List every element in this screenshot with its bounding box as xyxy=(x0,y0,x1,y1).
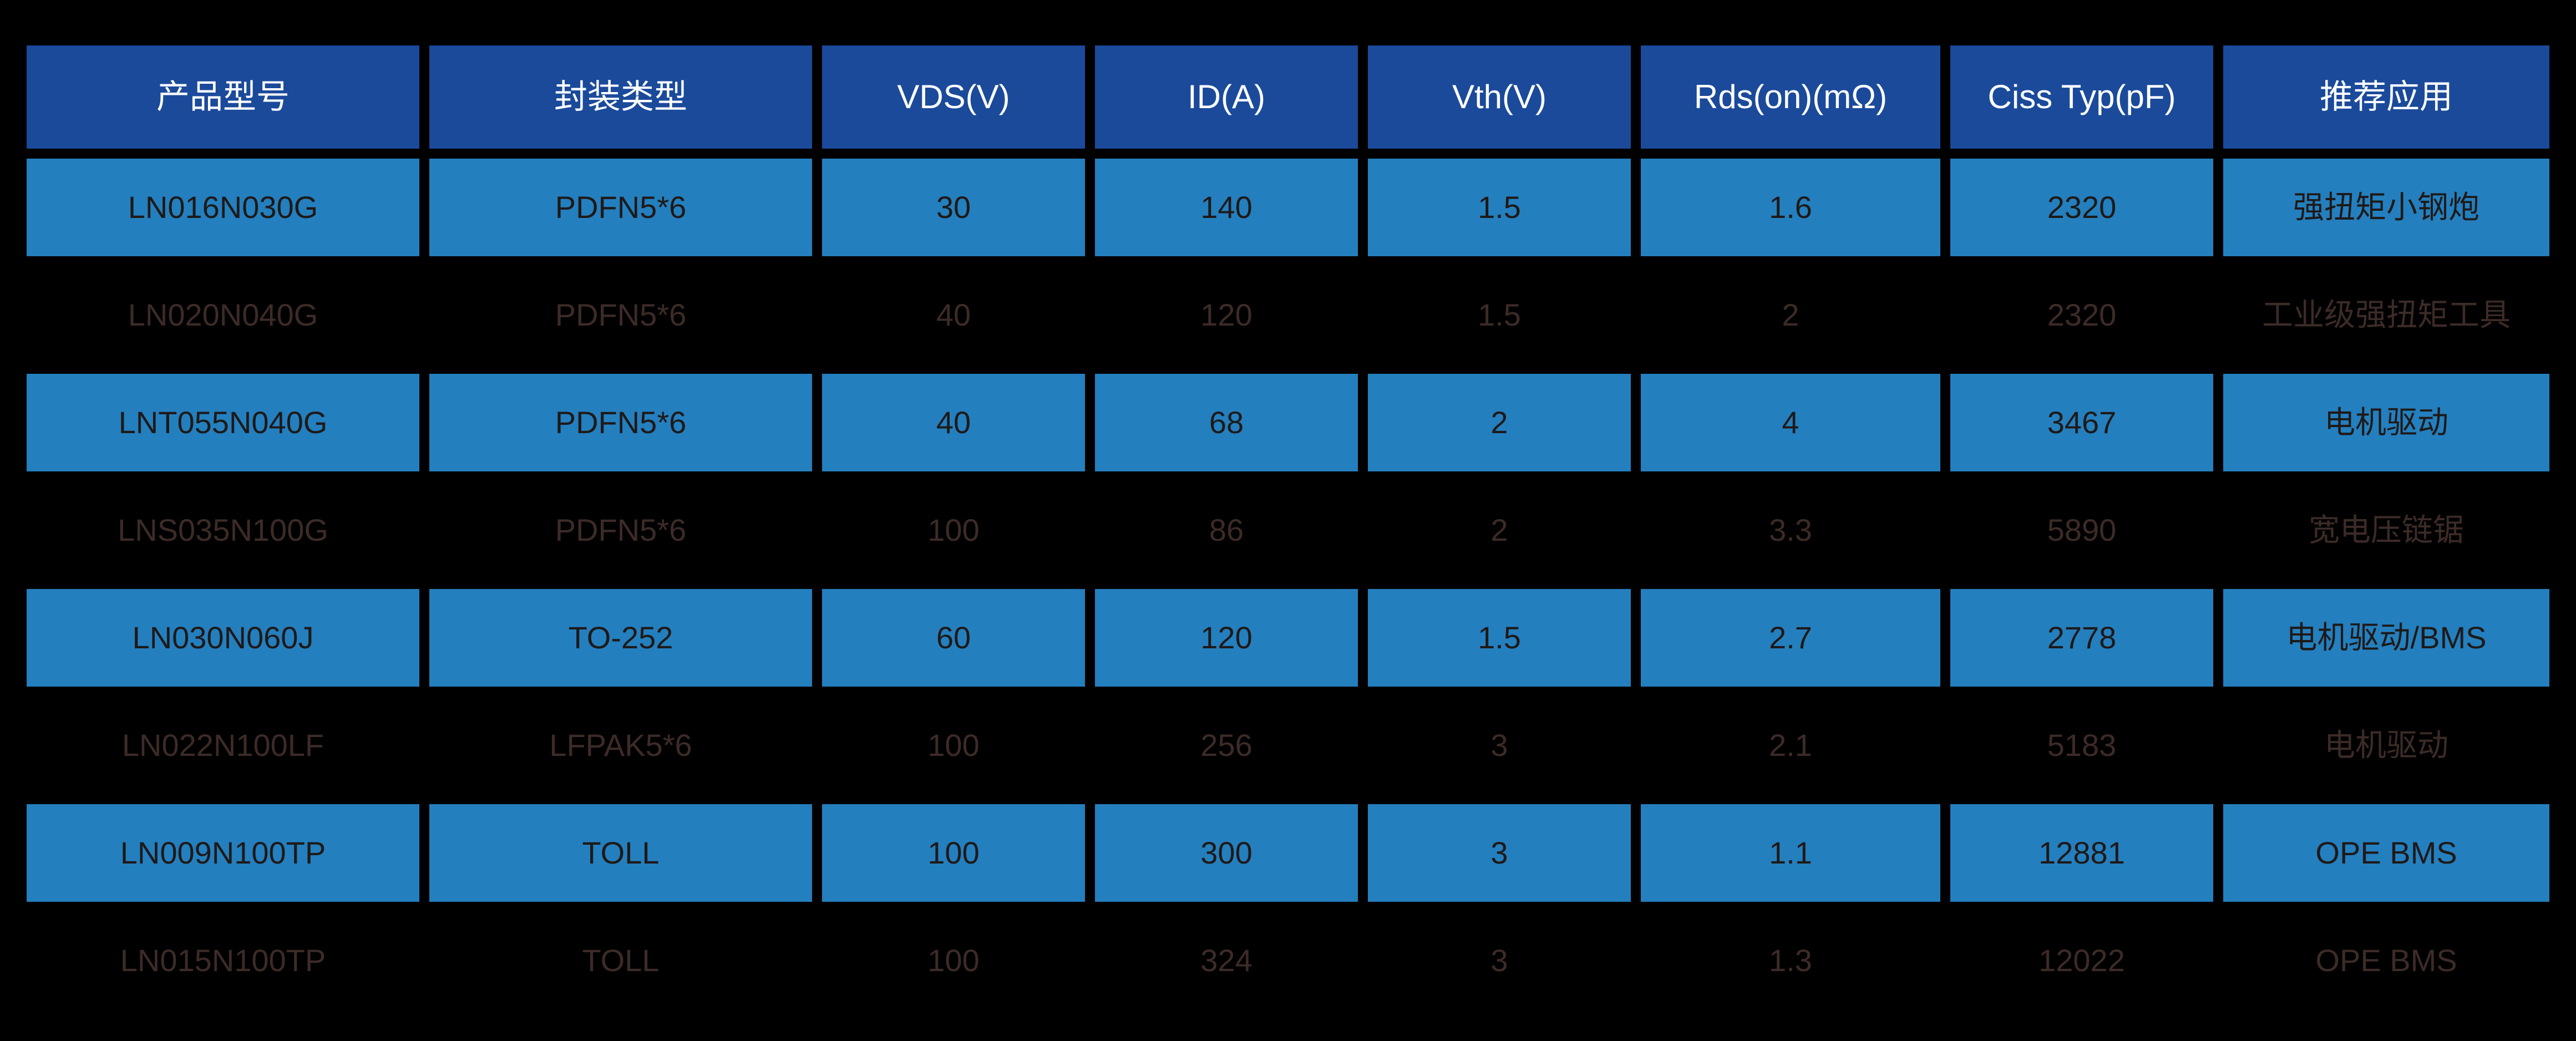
header-cell-ciss: Ciss Typ(pF) xyxy=(1950,45,2213,149)
data-cell-vds: 60 xyxy=(822,589,1085,687)
data-cell-model: LNS035N100G xyxy=(27,481,419,579)
data-cell-vds: 100 xyxy=(822,697,1085,794)
data-cell-rdson: 1.1 xyxy=(1641,804,1940,902)
data-cell-model: LN009N100TP xyxy=(27,804,419,902)
data-cell-package: TO-252 xyxy=(429,589,812,687)
data-cell-application: OPE BMS xyxy=(2223,912,2549,1009)
data-cell-ciss: 5890 xyxy=(1950,481,2213,579)
data-cell-vth: 1.5 xyxy=(1368,266,1631,364)
data-cell-vds: 30 xyxy=(822,159,1085,256)
data-cell-ciss: 2320 xyxy=(1950,266,2213,364)
header-cell-vth: Vth(V) xyxy=(1368,45,1631,149)
data-cell-model: LN016N030G xyxy=(27,159,419,256)
data-cell-vth: 2 xyxy=(1368,374,1631,471)
data-cell-rdson: 4 xyxy=(1641,374,1940,471)
data-cell-vds: 100 xyxy=(822,481,1085,579)
data-cell-rdson: 1.6 xyxy=(1641,159,1940,256)
data-cell-model: LN022N100LF xyxy=(27,697,419,794)
header-cell-model: 产品型号 xyxy=(27,45,419,149)
data-cell-vth: 1.5 xyxy=(1368,159,1631,256)
data-cell-rdson: 2.1 xyxy=(1641,697,1940,794)
header-cell-id: ID(A) xyxy=(1095,45,1358,149)
header-cell-application: 推荐应用 xyxy=(2223,45,2549,149)
data-cell-ciss: 5183 xyxy=(1950,697,2213,794)
header-cell-vds: VDS(V) xyxy=(822,45,1085,149)
data-cell-rdson: 1.3 xyxy=(1641,912,1940,1009)
data-cell-ciss: 12022 xyxy=(1950,912,2213,1009)
data-cell-ciss: 12881 xyxy=(1950,804,2213,902)
data-cell-ciss: 3467 xyxy=(1950,374,2213,471)
data-cell-package: PDFN5*6 xyxy=(429,374,812,471)
data-cell-package: TOLL xyxy=(429,912,812,1009)
data-cell-model: LN015N100TP xyxy=(27,912,419,1009)
data-cell-vds: 40 xyxy=(822,266,1085,364)
data-cell-vth: 3 xyxy=(1368,912,1631,1009)
data-cell-ciss: 2778 xyxy=(1950,589,2213,687)
header-cell-rdson: Rds(on)(mΩ) xyxy=(1641,45,1940,149)
data-cell-id: 324 xyxy=(1095,912,1358,1009)
data-cell-id: 86 xyxy=(1095,481,1358,579)
data-cell-id: 256 xyxy=(1095,697,1358,794)
data-cell-id: 300 xyxy=(1095,804,1358,902)
data-cell-rdson: 2.7 xyxy=(1641,589,1940,687)
data-cell-application: 电机驱动 xyxy=(2223,697,2549,794)
data-cell-rdson: 3.3 xyxy=(1641,481,1940,579)
data-cell-vth: 3 xyxy=(1368,804,1631,902)
data-cell-application: 工业级强扭矩工具 xyxy=(2223,266,2549,364)
data-cell-id: 120 xyxy=(1095,266,1358,364)
data-cell-vth: 2 xyxy=(1368,481,1631,579)
data-cell-id: 68 xyxy=(1095,374,1358,471)
data-cell-application: 强扭矩小钢炮 xyxy=(2223,159,2549,256)
data-cell-vds: 40 xyxy=(822,374,1085,471)
product-spec-table: 产品型号 封装类型 VDS(V) ID(A) Vth(V) Rds(on)(mΩ) Ciss… xyxy=(27,45,2549,1009)
data-cell-id: 140 xyxy=(1095,159,1358,256)
data-cell-model: LNT055N040G xyxy=(27,374,419,471)
data-cell-vds: 100 xyxy=(822,804,1085,902)
data-cell-model: LN030N060J xyxy=(27,589,419,687)
data-cell-rdson: 2 xyxy=(1641,266,1940,364)
data-cell-vth: 1.5 xyxy=(1368,589,1631,687)
data-cell-application: 电机驱动/BMS xyxy=(2223,589,2549,687)
data-cell-package: TOLL xyxy=(429,804,812,902)
data-cell-package: LFPAK5*6 xyxy=(429,697,812,794)
data-cell-application: 电机驱动 xyxy=(2223,374,2549,471)
header-cell-package: 封装类型 xyxy=(429,45,812,149)
data-cell-package: PDFN5*6 xyxy=(429,481,812,579)
data-cell-id: 120 xyxy=(1095,589,1358,687)
data-cell-vds: 100 xyxy=(822,912,1085,1009)
data-cell-model: LN020N040G xyxy=(27,266,419,364)
data-cell-package: PDFN5*6 xyxy=(429,159,812,256)
data-cell-vth: 3 xyxy=(1368,697,1631,794)
data-cell-package: PDFN5*6 xyxy=(429,266,812,364)
data-cell-application: 宽电压链锯 xyxy=(2223,481,2549,579)
data-cell-application: OPE BMS xyxy=(2223,804,2549,902)
data-cell-ciss: 2320 xyxy=(1950,159,2213,256)
